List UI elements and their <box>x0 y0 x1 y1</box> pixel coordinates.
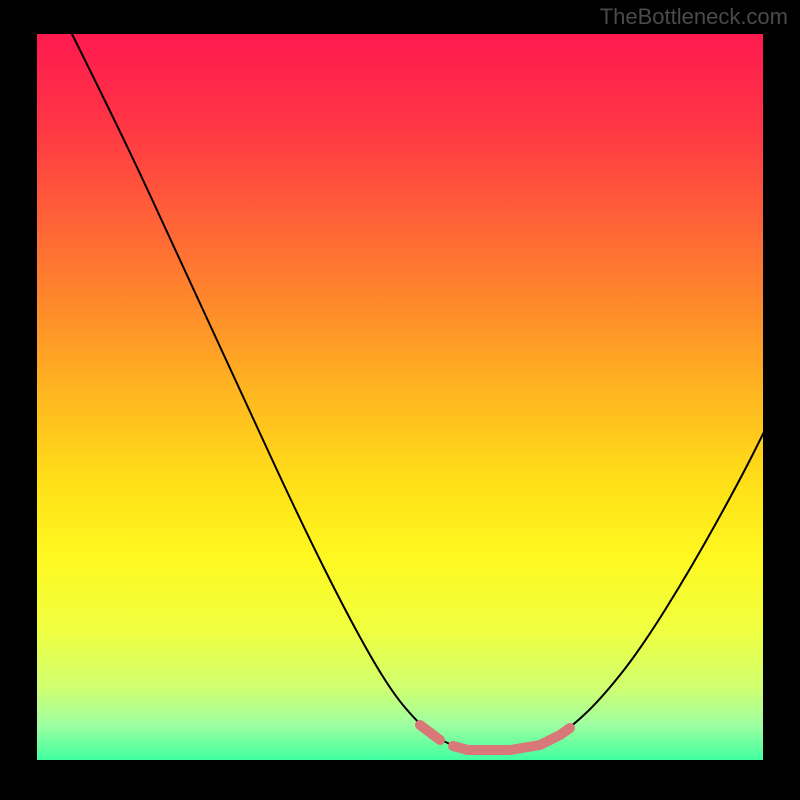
frame-bottom <box>0 760 800 800</box>
chart-svg <box>0 0 800 800</box>
frame-left <box>0 0 37 800</box>
highlight-segment <box>560 728 570 735</box>
plot-background <box>37 34 763 760</box>
highlight-segment <box>468 745 540 750</box>
frame-right <box>763 0 800 800</box>
bottleneck-chart <box>0 0 800 800</box>
watermark-text: TheBottleneck.com <box>600 4 788 30</box>
